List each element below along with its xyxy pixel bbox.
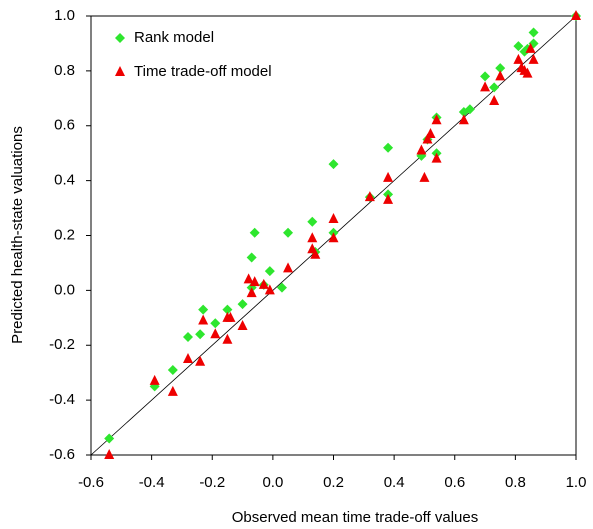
y-tick-label: 0.0 <box>54 281 75 298</box>
diamond-point <box>383 142 394 153</box>
triangle-point <box>495 70 506 81</box>
diamond-point <box>276 282 287 293</box>
triangle-point <box>310 248 321 259</box>
y-tick-label: -0.2 <box>49 336 75 353</box>
triangle-point <box>431 152 442 163</box>
triangle-point <box>425 127 436 138</box>
legend-label: Rank model <box>134 29 214 46</box>
diamond-point <box>464 104 475 115</box>
y-tick-label: -0.6 <box>49 446 75 463</box>
x-tick-label: 1.0 <box>566 474 587 491</box>
triangle-point <box>243 273 254 284</box>
legend-label: Time trade-off model <box>134 63 272 80</box>
triangle-point <box>264 284 275 295</box>
triangle-point <box>383 193 394 204</box>
y-tick-label: 0.2 <box>54 226 75 243</box>
triangle-point <box>489 95 500 106</box>
diamond-point <box>480 71 491 82</box>
x-tick-label: 0.4 <box>384 474 405 491</box>
triangle-point <box>237 320 248 331</box>
triangle-point <box>513 53 524 64</box>
diamond-point <box>167 364 178 375</box>
diamond-point <box>489 82 500 93</box>
x-tick-label: -0.6 <box>78 474 104 491</box>
diamond-point <box>513 41 524 52</box>
legend-marker <box>115 66 125 76</box>
triangle-point <box>571 10 581 20</box>
diamond-point <box>264 266 275 277</box>
diamond-point <box>104 433 115 444</box>
y-tick-label: -0.4 <box>49 391 75 408</box>
diamond-point <box>528 27 539 38</box>
triangle-point <box>419 171 430 182</box>
triangle-point <box>246 287 257 298</box>
diamond-point <box>328 159 339 170</box>
triangle-point <box>522 67 533 78</box>
triangle-point <box>431 114 442 125</box>
diamond-point <box>283 227 294 238</box>
x-tick-label: 0.6 <box>444 474 465 491</box>
triangle-point <box>225 311 236 322</box>
triangle-point <box>422 133 433 144</box>
diamond-point <box>237 299 248 310</box>
diamond-point <box>198 304 209 315</box>
triangle-point <box>283 262 294 273</box>
x-tick-label: 0.0 <box>262 474 283 491</box>
triangle-point <box>383 171 394 182</box>
triangle-point <box>525 42 536 53</box>
triangle-point <box>198 314 209 325</box>
x-tick-label: -0.4 <box>139 474 165 491</box>
x-axis-label: Observed mean time trade-off values <box>232 509 479 526</box>
triangle-point <box>328 213 339 224</box>
x-tick-label: 0.2 <box>323 474 344 491</box>
diamond-point <box>307 216 318 227</box>
triangle-point <box>167 385 178 396</box>
triangle-point <box>416 144 427 155</box>
diamond-point <box>246 252 257 263</box>
diamond-point <box>210 318 221 329</box>
diamond-point <box>195 329 206 340</box>
triangle-point <box>480 81 491 92</box>
triangle-point <box>328 232 339 243</box>
legend-marker <box>115 33 125 43</box>
y-axis-label: Predicted health-state valuations <box>9 126 26 344</box>
triangle-point <box>258 278 269 289</box>
diamond-point <box>222 304 233 315</box>
y-tick-label: 0.8 <box>54 62 75 79</box>
triangle-point <box>183 352 193 363</box>
triangle-point <box>249 276 260 287</box>
x-tick-label: 0.8 <box>505 474 526 491</box>
triangle-point <box>307 232 318 243</box>
triangle-point <box>210 328 221 339</box>
y-tick-label: 1.0 <box>54 7 75 24</box>
diamond-point <box>495 63 506 74</box>
diamond-point <box>183 332 193 343</box>
triangle-point <box>528 53 539 64</box>
triangle-point <box>458 114 469 125</box>
y-tick-label: 0.6 <box>54 117 75 134</box>
y-tick-label: 0.4 <box>54 172 75 189</box>
diamond-point <box>249 227 260 238</box>
x-tick-label: -0.2 <box>199 474 225 491</box>
triangle-point <box>195 355 206 366</box>
triangle-point <box>222 333 233 344</box>
triangle-point <box>364 191 375 202</box>
triangle-point <box>149 374 160 385</box>
triangle-point <box>104 449 115 459</box>
